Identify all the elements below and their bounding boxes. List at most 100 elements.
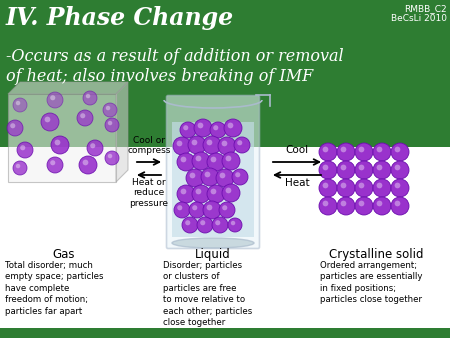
Polygon shape [8, 82, 128, 94]
Circle shape [51, 136, 69, 154]
Circle shape [192, 140, 198, 145]
Circle shape [79, 156, 97, 174]
Circle shape [391, 197, 409, 215]
Circle shape [337, 197, 355, 215]
Circle shape [373, 143, 391, 161]
Circle shape [207, 140, 212, 145]
Circle shape [186, 169, 204, 187]
Circle shape [391, 161, 409, 179]
Circle shape [20, 145, 25, 150]
Bar [172, 122, 254, 237]
Circle shape [373, 161, 391, 179]
Circle shape [177, 153, 195, 171]
Circle shape [359, 165, 365, 170]
Circle shape [201, 168, 219, 186]
Circle shape [391, 143, 409, 161]
Circle shape [185, 220, 190, 225]
Circle shape [106, 106, 110, 110]
Polygon shape [116, 82, 128, 182]
Circle shape [47, 92, 63, 108]
Circle shape [83, 160, 88, 165]
Circle shape [7, 120, 23, 136]
Circle shape [359, 183, 365, 188]
Circle shape [323, 165, 328, 170]
Circle shape [395, 200, 400, 207]
Text: of heat; also involves breaking of IMF: of heat; also involves breaking of IMF [6, 68, 313, 85]
Circle shape [83, 91, 97, 105]
Circle shape [395, 183, 400, 188]
Circle shape [203, 201, 221, 219]
Circle shape [232, 169, 248, 185]
Circle shape [216, 169, 234, 187]
Circle shape [192, 152, 210, 170]
Circle shape [220, 173, 225, 178]
Circle shape [235, 172, 240, 177]
Circle shape [50, 95, 55, 100]
Text: Heat or
reduce
pressure: Heat or reduce pressure [130, 178, 168, 208]
Circle shape [211, 156, 216, 162]
Circle shape [359, 147, 365, 152]
Circle shape [228, 123, 234, 128]
Circle shape [319, 179, 337, 197]
Circle shape [207, 153, 225, 171]
Circle shape [180, 189, 186, 194]
Circle shape [182, 217, 198, 233]
Circle shape [212, 217, 228, 233]
Circle shape [192, 185, 210, 203]
Circle shape [373, 197, 391, 215]
Bar [0, 147, 450, 328]
Circle shape [355, 197, 373, 215]
Text: Heat: Heat [285, 178, 309, 188]
Circle shape [87, 140, 103, 156]
Circle shape [108, 154, 112, 158]
Bar [0, 328, 450, 338]
Circle shape [189, 173, 195, 178]
Circle shape [219, 202, 235, 218]
Circle shape [377, 165, 382, 170]
Circle shape [234, 137, 250, 153]
Circle shape [221, 141, 227, 146]
Circle shape [228, 218, 242, 232]
Circle shape [192, 205, 197, 210]
Circle shape [213, 125, 218, 130]
Circle shape [174, 202, 190, 218]
Circle shape [41, 113, 59, 131]
Circle shape [180, 122, 196, 138]
Circle shape [337, 179, 355, 197]
Circle shape [17, 142, 33, 158]
Circle shape [50, 160, 55, 165]
Circle shape [237, 140, 242, 145]
Circle shape [80, 113, 86, 118]
Text: RMBB_C2: RMBB_C2 [405, 4, 447, 13]
Circle shape [377, 147, 382, 152]
Circle shape [13, 98, 27, 112]
Ellipse shape [172, 238, 254, 248]
Circle shape [196, 155, 201, 161]
Circle shape [222, 205, 227, 210]
Circle shape [359, 200, 365, 207]
Circle shape [341, 165, 346, 170]
Circle shape [323, 200, 328, 207]
Circle shape [47, 157, 63, 173]
Text: Liquid: Liquid [195, 248, 231, 261]
Circle shape [395, 147, 400, 152]
Circle shape [222, 152, 240, 170]
Text: Ordered arrangement;
particles are essentially
in fixed positions;
particles clo: Ordered arrangement; particles are essen… [320, 261, 423, 304]
Circle shape [211, 189, 216, 194]
Circle shape [197, 217, 213, 233]
Circle shape [10, 123, 15, 128]
Circle shape [189, 202, 205, 218]
Circle shape [177, 185, 195, 203]
Circle shape [188, 136, 206, 154]
Circle shape [16, 164, 20, 168]
Circle shape [225, 155, 231, 161]
Circle shape [177, 205, 182, 210]
Circle shape [231, 221, 235, 225]
Circle shape [205, 172, 210, 177]
Circle shape [198, 123, 203, 128]
Text: Total disorder; much
empty space; particles
have complete
freedom of motion;
par: Total disorder; much empty space; partic… [5, 261, 104, 316]
Circle shape [86, 94, 90, 98]
Circle shape [215, 220, 220, 225]
Circle shape [103, 103, 117, 117]
Circle shape [319, 161, 337, 179]
